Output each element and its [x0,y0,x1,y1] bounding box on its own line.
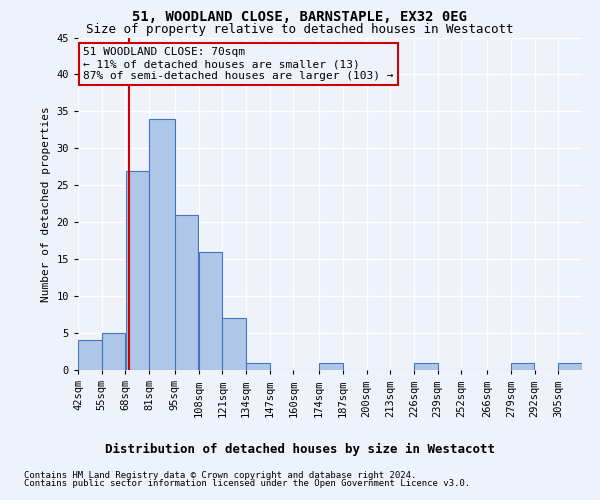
Bar [246,362,269,370]
Bar [78,340,101,370]
Bar [559,362,582,370]
Bar [319,362,343,370]
Y-axis label: Number of detached properties: Number of detached properties [41,106,51,302]
Text: Distribution of detached houses by size in Westacott: Distribution of detached houses by size … [105,442,495,456]
Bar [223,318,246,370]
Bar [199,252,222,370]
Bar [414,362,437,370]
Text: 51 WOODLAND CLOSE: 70sqm
← 11% of detached houses are smaller (13)
87% of semi-d: 51 WOODLAND CLOSE: 70sqm ← 11% of detach… [83,48,394,80]
Bar [175,215,199,370]
Text: 51, WOODLAND CLOSE, BARNSTAPLE, EX32 0EG: 51, WOODLAND CLOSE, BARNSTAPLE, EX32 0EG [133,10,467,24]
Bar [511,362,535,370]
Text: Contains HM Land Registry data © Crown copyright and database right 2024.: Contains HM Land Registry data © Crown c… [24,471,416,480]
Bar [125,170,149,370]
Text: Size of property relative to detached houses in Westacott: Size of property relative to detached ho… [86,22,514,36]
Bar [149,119,175,370]
Text: Contains public sector information licensed under the Open Government Licence v3: Contains public sector information licen… [24,478,470,488]
Bar [102,333,125,370]
